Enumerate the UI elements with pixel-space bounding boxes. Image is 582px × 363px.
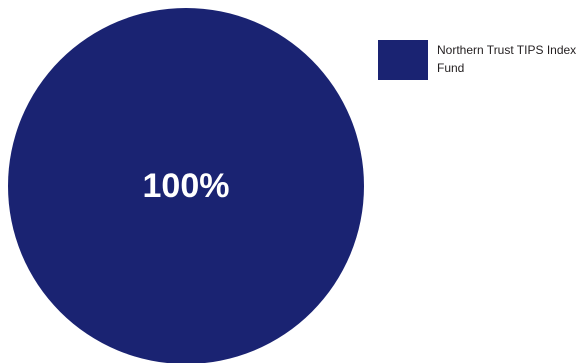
legend-swatch-1 xyxy=(378,40,428,80)
legend: Northern Trust TIPS Index Fund xyxy=(378,40,577,80)
pie-slice-1 xyxy=(8,8,364,363)
pie-data-labels: 100% xyxy=(143,167,230,205)
legend-label-1: Northern Trust TIPS Index Fund xyxy=(437,43,577,75)
pie-data-label-1: 100% xyxy=(143,167,230,205)
pie-slices xyxy=(8,8,364,363)
